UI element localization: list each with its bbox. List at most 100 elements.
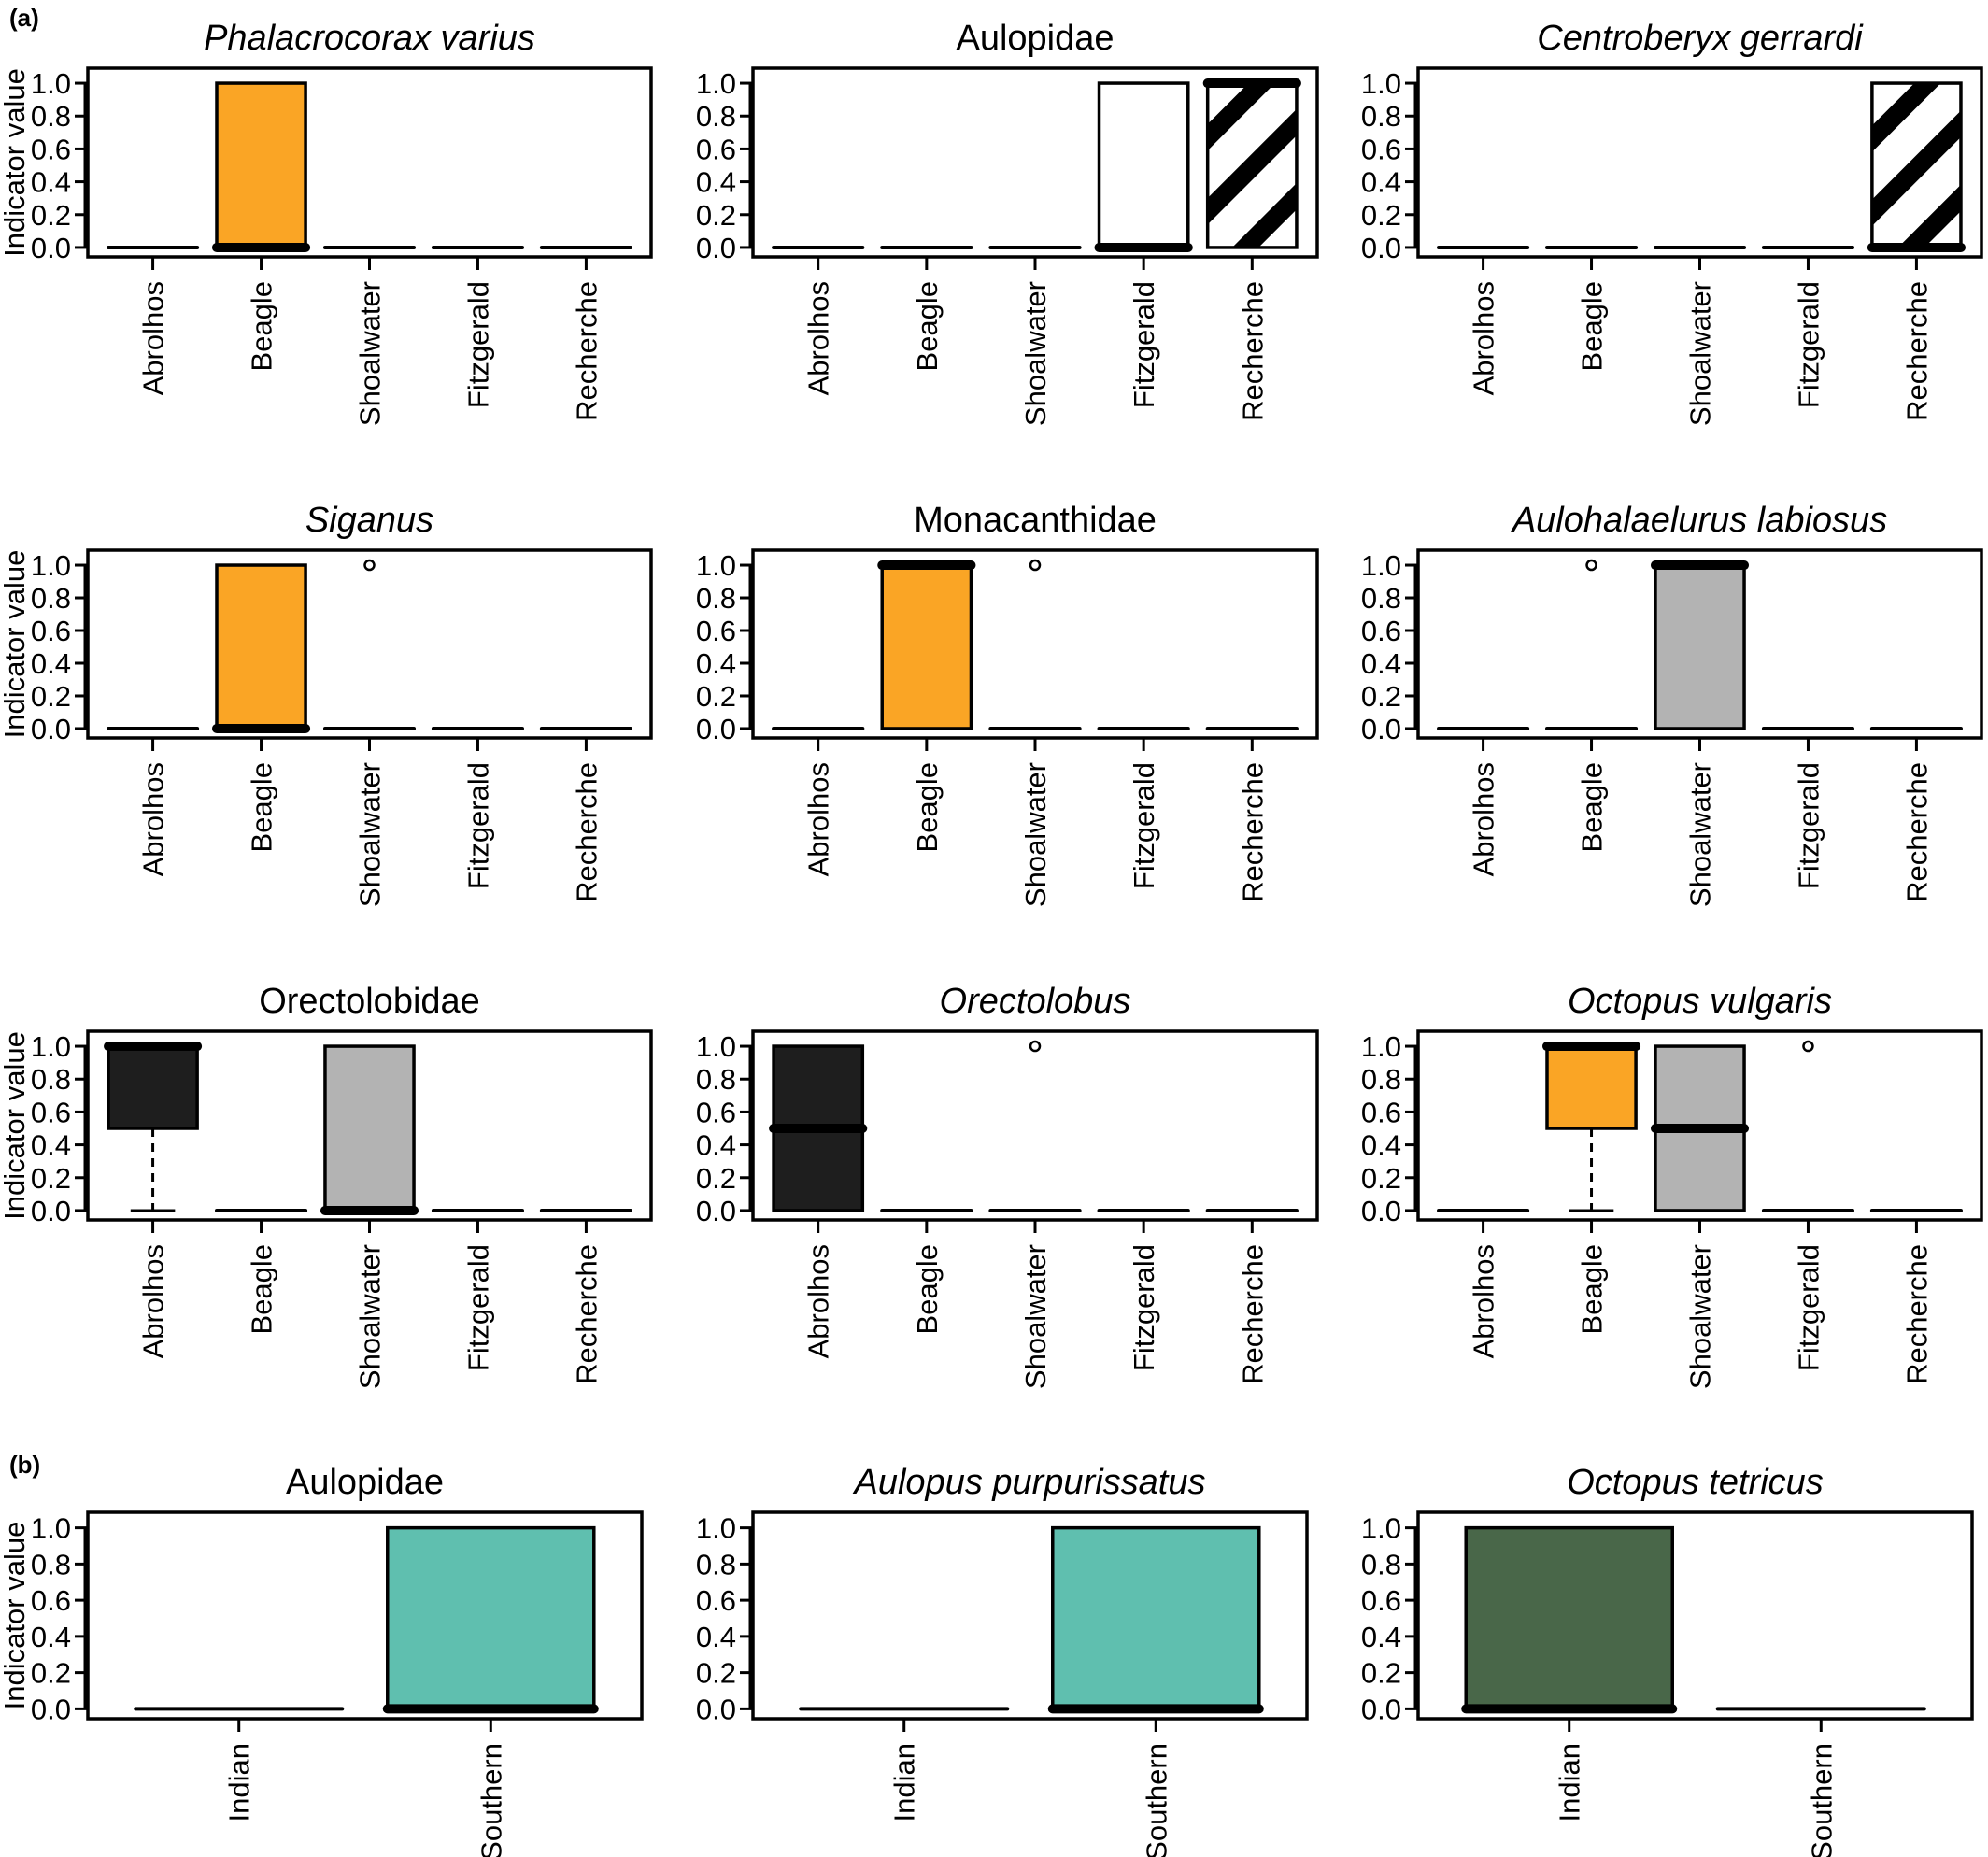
box-shoalwater <box>323 1044 416 1212</box>
x-tick-label: Fitzgerald <box>1792 762 1825 889</box>
x-tick-label: Abrolhos <box>137 1244 170 1358</box>
x-tick-label: Beagle <box>246 1244 278 1335</box>
x-tick-label: Shoalwater <box>354 281 387 426</box>
box-indian <box>1464 1525 1674 1711</box>
y-tick-label: 0.2 <box>696 1657 736 1690</box>
plot-frame <box>86 1510 644 1721</box>
x-tick-label: Recherche <box>1900 1244 1933 1384</box>
x-tick-label: Beagle <box>246 281 278 372</box>
y-tick-label: 0.8 <box>1361 582 1401 615</box>
y-tick-label: 0.2 <box>696 680 736 713</box>
chart-monacanthidae-a: Monacanthidae 0.00.20.40.60.81.0 Abrolhos B… <box>696 501 1319 907</box>
x-tick-label: Shoalwater <box>354 762 387 907</box>
x-tick-label: Abrolhos <box>1468 281 1500 395</box>
chart-title: Siganus <box>305 501 433 540</box>
x-tick-label: Shoalwater <box>1684 281 1717 426</box>
box-beagle <box>215 81 307 249</box>
plot-frame <box>86 66 653 259</box>
plot-frame <box>1416 1510 1974 1721</box>
box-beagle <box>1545 1044 1638 1130</box>
y-tick-label: 0.2 <box>1361 199 1401 232</box>
x-tick-label: Beagle <box>911 281 944 372</box>
y-tick-label: 0.0 <box>31 1195 71 1227</box>
x-tick-label: Beagle <box>246 762 278 853</box>
x-tick-label: Beagle <box>911 1244 944 1335</box>
chart-title: Octopus tetricus <box>1567 1463 1824 1502</box>
chart-title: Octopus vulgaris <box>1568 982 1832 1021</box>
y-tick-label: 0.8 <box>31 582 71 615</box>
outlier-fitzgerald <box>1802 1040 1814 1053</box>
y-tick-label: 0.6 <box>1361 133 1401 165</box>
y-tick-label: 0.8 <box>696 100 736 133</box>
y-tick-label: 0.2 <box>1361 680 1401 713</box>
chart-orectolobus-a: Orectolobus 0.00.20.40.60.81.0 Abrolhos Bea… <box>696 982 1319 1389</box>
y-tick-label: 0.0 <box>1361 1693 1401 1725</box>
y-tick-label: 0.8 <box>1361 100 1401 133</box>
x-tick-label: Recherche <box>570 762 603 902</box>
y-tick-label: 0.6 <box>31 133 71 165</box>
chart-siganus-a: Siganus Indicator value 0.00.20.40.60.81.0… <box>0 501 653 907</box>
y-tick-label: 0.2 <box>31 1162 71 1195</box>
x-tick-label: Indian <box>223 1743 256 1822</box>
x-tick-label: Abrolhos <box>802 1244 835 1358</box>
chart-octopus-tetricus-b: Octopus tetricus 0.00.2 0.4 0.60.81.0 Indian… <box>1361 1463 1974 1857</box>
chart-title: Aulopidae <box>956 19 1114 58</box>
y-tick-label: 0.6 <box>1361 1584 1401 1617</box>
x-tick-label: Shoalwater <box>1019 762 1052 907</box>
chart-title: Centroberyx gerrardi <box>1537 19 1864 58</box>
y-tick-label: 0.4 <box>1361 1129 1401 1162</box>
y-tick-label: 0.2 <box>31 1657 71 1690</box>
x-tick-label: Fitzgerald <box>1792 1244 1825 1371</box>
y-tick-label: 0.2 <box>696 1162 736 1195</box>
y-tick-label: 0.4 <box>696 1621 736 1653</box>
x-tick-label: Fitzgerald <box>462 762 494 889</box>
x-tick-label: Southern <box>1140 1743 1172 1857</box>
x-tick-label: Shoalwater <box>354 1244 387 1389</box>
chart-title: Orectolobidae <box>259 982 480 1021</box>
x-tick-label: Shoalwater <box>1684 1244 1717 1389</box>
y-tick-label: 1.0 <box>31 549 71 582</box>
x-tick-label: Beagle <box>1576 1244 1609 1335</box>
y-tick-label: 1.0 <box>31 67 71 100</box>
y-tick-label: 0.0 <box>1361 232 1401 264</box>
y-tick-label: 0.8 <box>696 1063 736 1096</box>
y-tick-label: 0.4 <box>696 166 736 199</box>
x-tick-label: Recherche <box>1900 762 1933 902</box>
x-tick-label: Fitzgerald <box>1128 281 1160 408</box>
box-shoalwater <box>1654 563 1746 730</box>
y-tick-label: 0.6 <box>696 1584 736 1617</box>
plot-frame <box>86 548 653 740</box>
y-tick-label: 0.4 <box>696 1129 736 1162</box>
y-tick-label: 1.0 <box>1361 549 1401 582</box>
y-tick-label: 0.0 <box>696 1195 736 1227</box>
outlier-shoalwater <box>1029 1040 1042 1053</box>
x-tick-label: Abrolhos <box>802 281 835 395</box>
x-tick-label: Indian <box>888 1743 921 1822</box>
x-tick-label: Fitzgerald <box>1128 762 1160 889</box>
y-tick-label: 0.8 <box>31 1063 71 1096</box>
x-tick-label: Recherche <box>1236 762 1269 902</box>
x-tick-label: Abrolhos <box>1468 762 1500 876</box>
y-tick-label: 0.8 <box>1361 1063 1401 1096</box>
chart-aulopus-purpurissatus-b: Aulopus purpurissatus 0.00.2 0.4 0.60.81.0 I… <box>696 1463 1309 1857</box>
x-tick-label: Fitzgerald <box>1792 281 1825 408</box>
y-tick-label: 0.0 <box>31 232 71 264</box>
x-tick-label: Southern <box>1805 1743 1838 1857</box>
x-tick-label: Indian <box>1554 1743 1586 1822</box>
y-tick-label: 0.2 <box>31 680 71 713</box>
box-southern <box>386 1525 596 1711</box>
y-tick-label: 0.2 <box>1361 1657 1401 1690</box>
y-tick-label: 0.4 <box>696 647 736 680</box>
x-tick-label: Recherche <box>1236 281 1269 421</box>
y-tick-label: 0.0 <box>31 713 71 745</box>
y-tick-label: 0.2 <box>1361 1162 1401 1195</box>
y-tick-label: 0.0 <box>696 232 736 264</box>
y-tick-label: 0.6 <box>696 615 736 647</box>
y-tick-label: 0.0 <box>31 1693 71 1725</box>
y-tick-label: 0.6 <box>696 133 736 165</box>
y-axis-label: Indicator value <box>0 68 31 257</box>
y-tick-label: 1.0 <box>696 1512 736 1545</box>
x-tick-label: Shoalwater <box>1019 1244 1052 1389</box>
